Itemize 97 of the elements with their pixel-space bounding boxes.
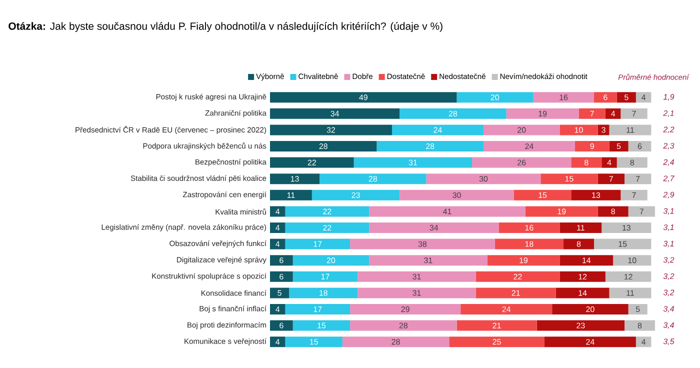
bar <box>506 108 579 119</box>
bar <box>292 271 358 282</box>
bar <box>571 190 621 200</box>
bar <box>350 238 495 250</box>
bar <box>483 124 560 136</box>
bar <box>270 124 392 136</box>
bar <box>560 255 614 266</box>
bar <box>270 288 290 298</box>
bar <box>636 92 652 103</box>
bar <box>620 108 648 119</box>
bar <box>285 206 370 217</box>
bar <box>270 141 377 152</box>
bar <box>533 92 594 103</box>
bar <box>270 304 286 315</box>
bar <box>392 124 484 136</box>
bar <box>536 320 625 331</box>
bar <box>498 222 560 234</box>
bar <box>270 320 293 331</box>
bar <box>270 206 286 217</box>
bar <box>270 222 286 234</box>
bar <box>609 124 652 136</box>
bar <box>605 108 621 119</box>
bar <box>350 304 461 315</box>
bar <box>270 108 400 119</box>
bar <box>602 222 652 234</box>
bar <box>270 157 354 168</box>
bar <box>285 222 370 234</box>
bar <box>376 141 484 152</box>
bar <box>426 174 541 184</box>
bar <box>525 206 598 217</box>
bar <box>369 255 488 266</box>
bar <box>628 206 655 217</box>
bar <box>598 124 610 136</box>
bar <box>400 108 506 119</box>
bar <box>616 157 648 168</box>
bar <box>571 157 602 168</box>
bar <box>609 288 652 298</box>
bar <box>636 336 652 348</box>
bar <box>598 206 628 217</box>
bar <box>270 336 286 348</box>
bar <box>270 271 293 282</box>
bar <box>312 190 400 200</box>
bar <box>560 271 606 282</box>
bar <box>285 304 350 315</box>
bar <box>540 174 598 184</box>
bar <box>483 141 575 152</box>
bar <box>270 174 320 184</box>
bar <box>624 174 652 184</box>
bar <box>358 288 476 298</box>
bar <box>476 271 560 282</box>
bar <box>620 190 648 200</box>
bar <box>594 92 617 103</box>
bar <box>292 255 370 266</box>
bar <box>514 190 572 200</box>
bar <box>578 108 606 119</box>
bar <box>292 320 350 331</box>
bar <box>564 238 594 250</box>
bar <box>460 304 552 315</box>
bar <box>350 320 457 331</box>
bar <box>598 174 625 184</box>
bar <box>285 238 350 250</box>
bar <box>609 141 628 152</box>
bar <box>449 336 544 348</box>
bar <box>628 141 652 152</box>
bar <box>574 141 610 152</box>
bar <box>560 124 598 136</box>
bar <box>602 157 617 168</box>
bar <box>494 238 564 250</box>
bar <box>285 336 342 348</box>
bar <box>544 336 636 348</box>
bar <box>289 288 358 298</box>
bar <box>369 206 526 217</box>
bar <box>472 157 572 168</box>
bar <box>354 157 472 168</box>
chart-title: Otázka: Jak byste současnou vládu P. Fialy ohodnotil/a v následujících kritériích? (údaje v %) <box>8 22 442 32</box>
bar <box>320 174 426 184</box>
bar <box>624 320 655 331</box>
bar <box>628 304 648 315</box>
bar <box>270 238 286 250</box>
bar <box>270 92 457 103</box>
bar <box>456 92 534 103</box>
bar <box>605 271 652 282</box>
bar <box>358 271 476 282</box>
bar <box>616 92 636 103</box>
bar <box>369 222 499 234</box>
bar <box>342 336 450 348</box>
bar <box>270 190 312 200</box>
bar <box>270 255 293 266</box>
bar <box>487 255 560 266</box>
bar <box>456 320 537 331</box>
bar <box>552 304 628 315</box>
bar <box>400 190 514 200</box>
bar <box>594 238 652 250</box>
bar <box>556 288 610 298</box>
bar <box>476 288 556 298</box>
bar <box>560 222 602 234</box>
bar <box>613 255 652 266</box>
